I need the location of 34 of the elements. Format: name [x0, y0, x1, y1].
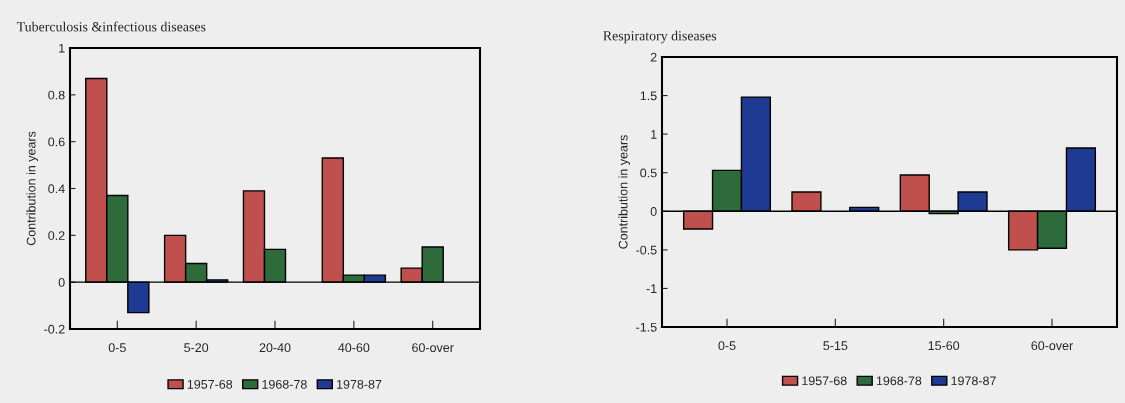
x-tick-label: 40-60: [338, 343, 370, 353]
y-tick-label: 0.4: [48, 184, 65, 194]
y-tick-label: 0.8: [48, 90, 65, 100]
legend-label: 1968-78: [876, 376, 922, 386]
y-axis-title: Contribution in years: [618, 135, 631, 249]
x-tick-label: 20-40: [259, 343, 291, 353]
legend-label: 1968-78: [262, 379, 307, 389]
x-tick-label: 0-5: [718, 341, 736, 351]
legend-label: 1978-87: [337, 379, 382, 389]
y-tick-label: 0.6: [48, 137, 65, 147]
x-tick-label: 60-over: [412, 343, 454, 353]
chart-title: Tuberculosis &infectious diseases: [16, 21, 206, 32]
y-tick-label: 0: [58, 277, 65, 287]
y-tick-label: -0.5: [636, 245, 657, 255]
y-tick-label: 0: [650, 207, 657, 216]
x-tick-label: 60-over: [1031, 341, 1073, 351]
legend-label: 1978-87: [951, 376, 996, 386]
x-tick-label: 5-20: [184, 343, 209, 353]
x-tick-label: 15-60: [928, 341, 960, 351]
legend-label: 1957-68: [187, 379, 233, 389]
y-tick-label: 1.5: [640, 91, 657, 101]
legend-label: 1957-68: [802, 376, 847, 386]
y-tick-label: 0.5: [640, 168, 657, 178]
y-tick-label: 2: [650, 52, 657, 62]
y-tick-label: 1: [651, 130, 657, 139]
x-tick-label: 0-5: [108, 343, 126, 353]
y-tick-label: 0.2: [48, 231, 65, 240]
x-tick-label: 5-15: [823, 341, 848, 351]
y-tick-label: -1.5: [636, 322, 657, 332]
y-axis-title: Contribution in years: [26, 131, 39, 246]
chart-title: Respiratory diseases: [603, 30, 717, 44]
y-tick-label: -1: [646, 284, 657, 293]
y-tick-label: 1: [59, 43, 65, 53]
y-tick-label: -0.2: [44, 324, 65, 334]
